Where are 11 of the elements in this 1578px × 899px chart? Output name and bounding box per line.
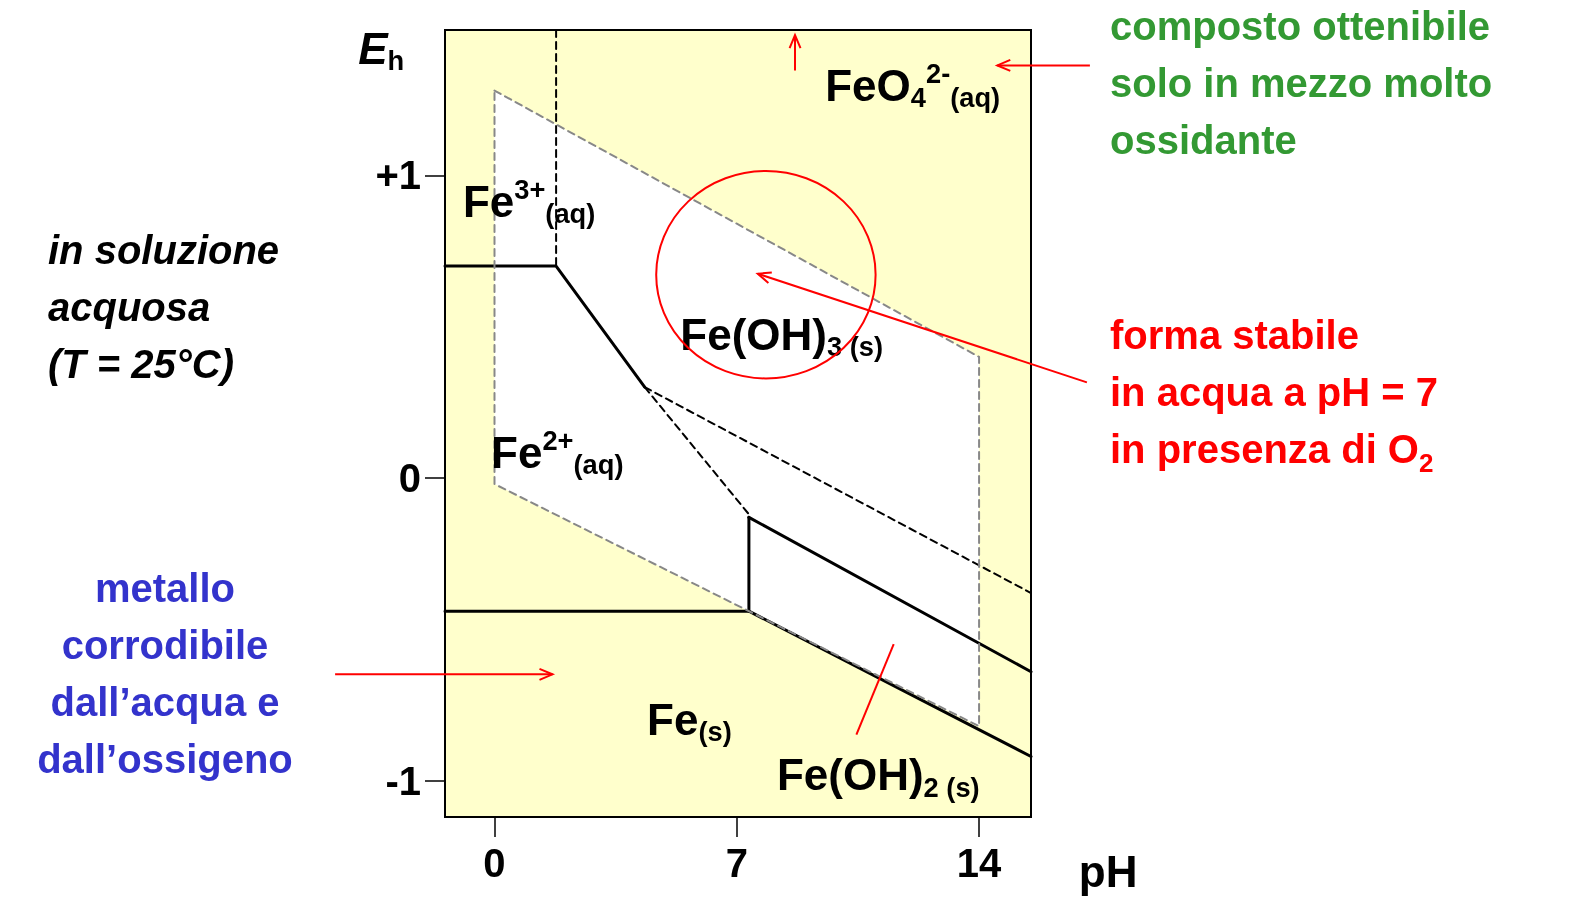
y-tick-label: +1	[375, 153, 421, 198]
x-tick-label: 7	[725, 841, 748, 885]
text: forma stabile in acqua a pH = 7 in presenza di O$_{2}$	[1110, 312, 1438, 480]
x-axis-title: pH	[1078, 847, 1138, 897]
x-tick-label: 0	[483, 841, 506, 885]
text: in soluzione acquosa (T = 25°C)	[48, 227, 280, 388]
y-tick-label: -1	[385, 758, 421, 803]
text: metallo corrodibile dall’acqua e dall’ossigeno	[36, 565, 294, 783]
x-tick-label: 14	[956, 841, 1003, 885]
text: composto ottenibile solo in mezzo molto ossidante	[1110, 3, 1493, 164]
y-tick-label: 0	[398, 455, 421, 500]
